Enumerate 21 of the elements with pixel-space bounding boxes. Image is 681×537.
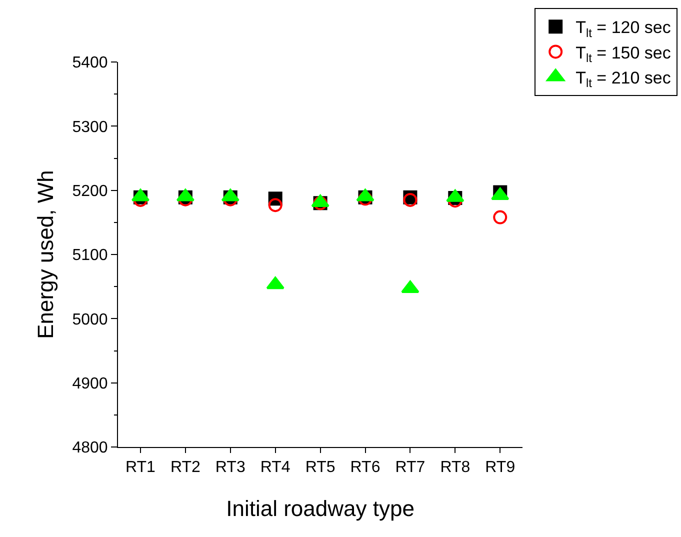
x-tick-label: RT4	[260, 459, 290, 476]
legend-label: T$_{lt}$ = 210 sec	[576, 68, 672, 90]
legend-label: T$_{lt}$ = 150 sec	[576, 43, 672, 65]
y-tick-label: 5400	[72, 54, 108, 72]
y-axis-title: Energy used, Wh	[33, 170, 58, 339]
y-tick-label: 5000	[72, 311, 108, 328]
x-tick-label: RT8	[440, 459, 470, 476]
x-tick-label: RT1	[126, 459, 156, 476]
x-tick-label: RT7	[395, 459, 426, 476]
x-axis-title: Initial roadway type	[226, 496, 414, 522]
x-tick-label: RT3	[215, 459, 246, 476]
y-tick-label: 4900	[72, 375, 108, 392]
x-tick-label: RT6	[350, 459, 380, 476]
y-tick-label: 5200	[72, 182, 108, 200]
y-tick-label: 5300	[72, 118, 108, 136]
y-tick-label: 4800	[72, 440, 108, 457]
x-tick-label: RT2	[170, 459, 200, 476]
legend-label: T$_{lt}$ = 120 sec	[576, 18, 672, 40]
x-tick-label: RT9	[485, 459, 516, 476]
y-tick-label: 5100	[72, 247, 108, 264]
x-tick-label: RT5	[305, 459, 336, 476]
